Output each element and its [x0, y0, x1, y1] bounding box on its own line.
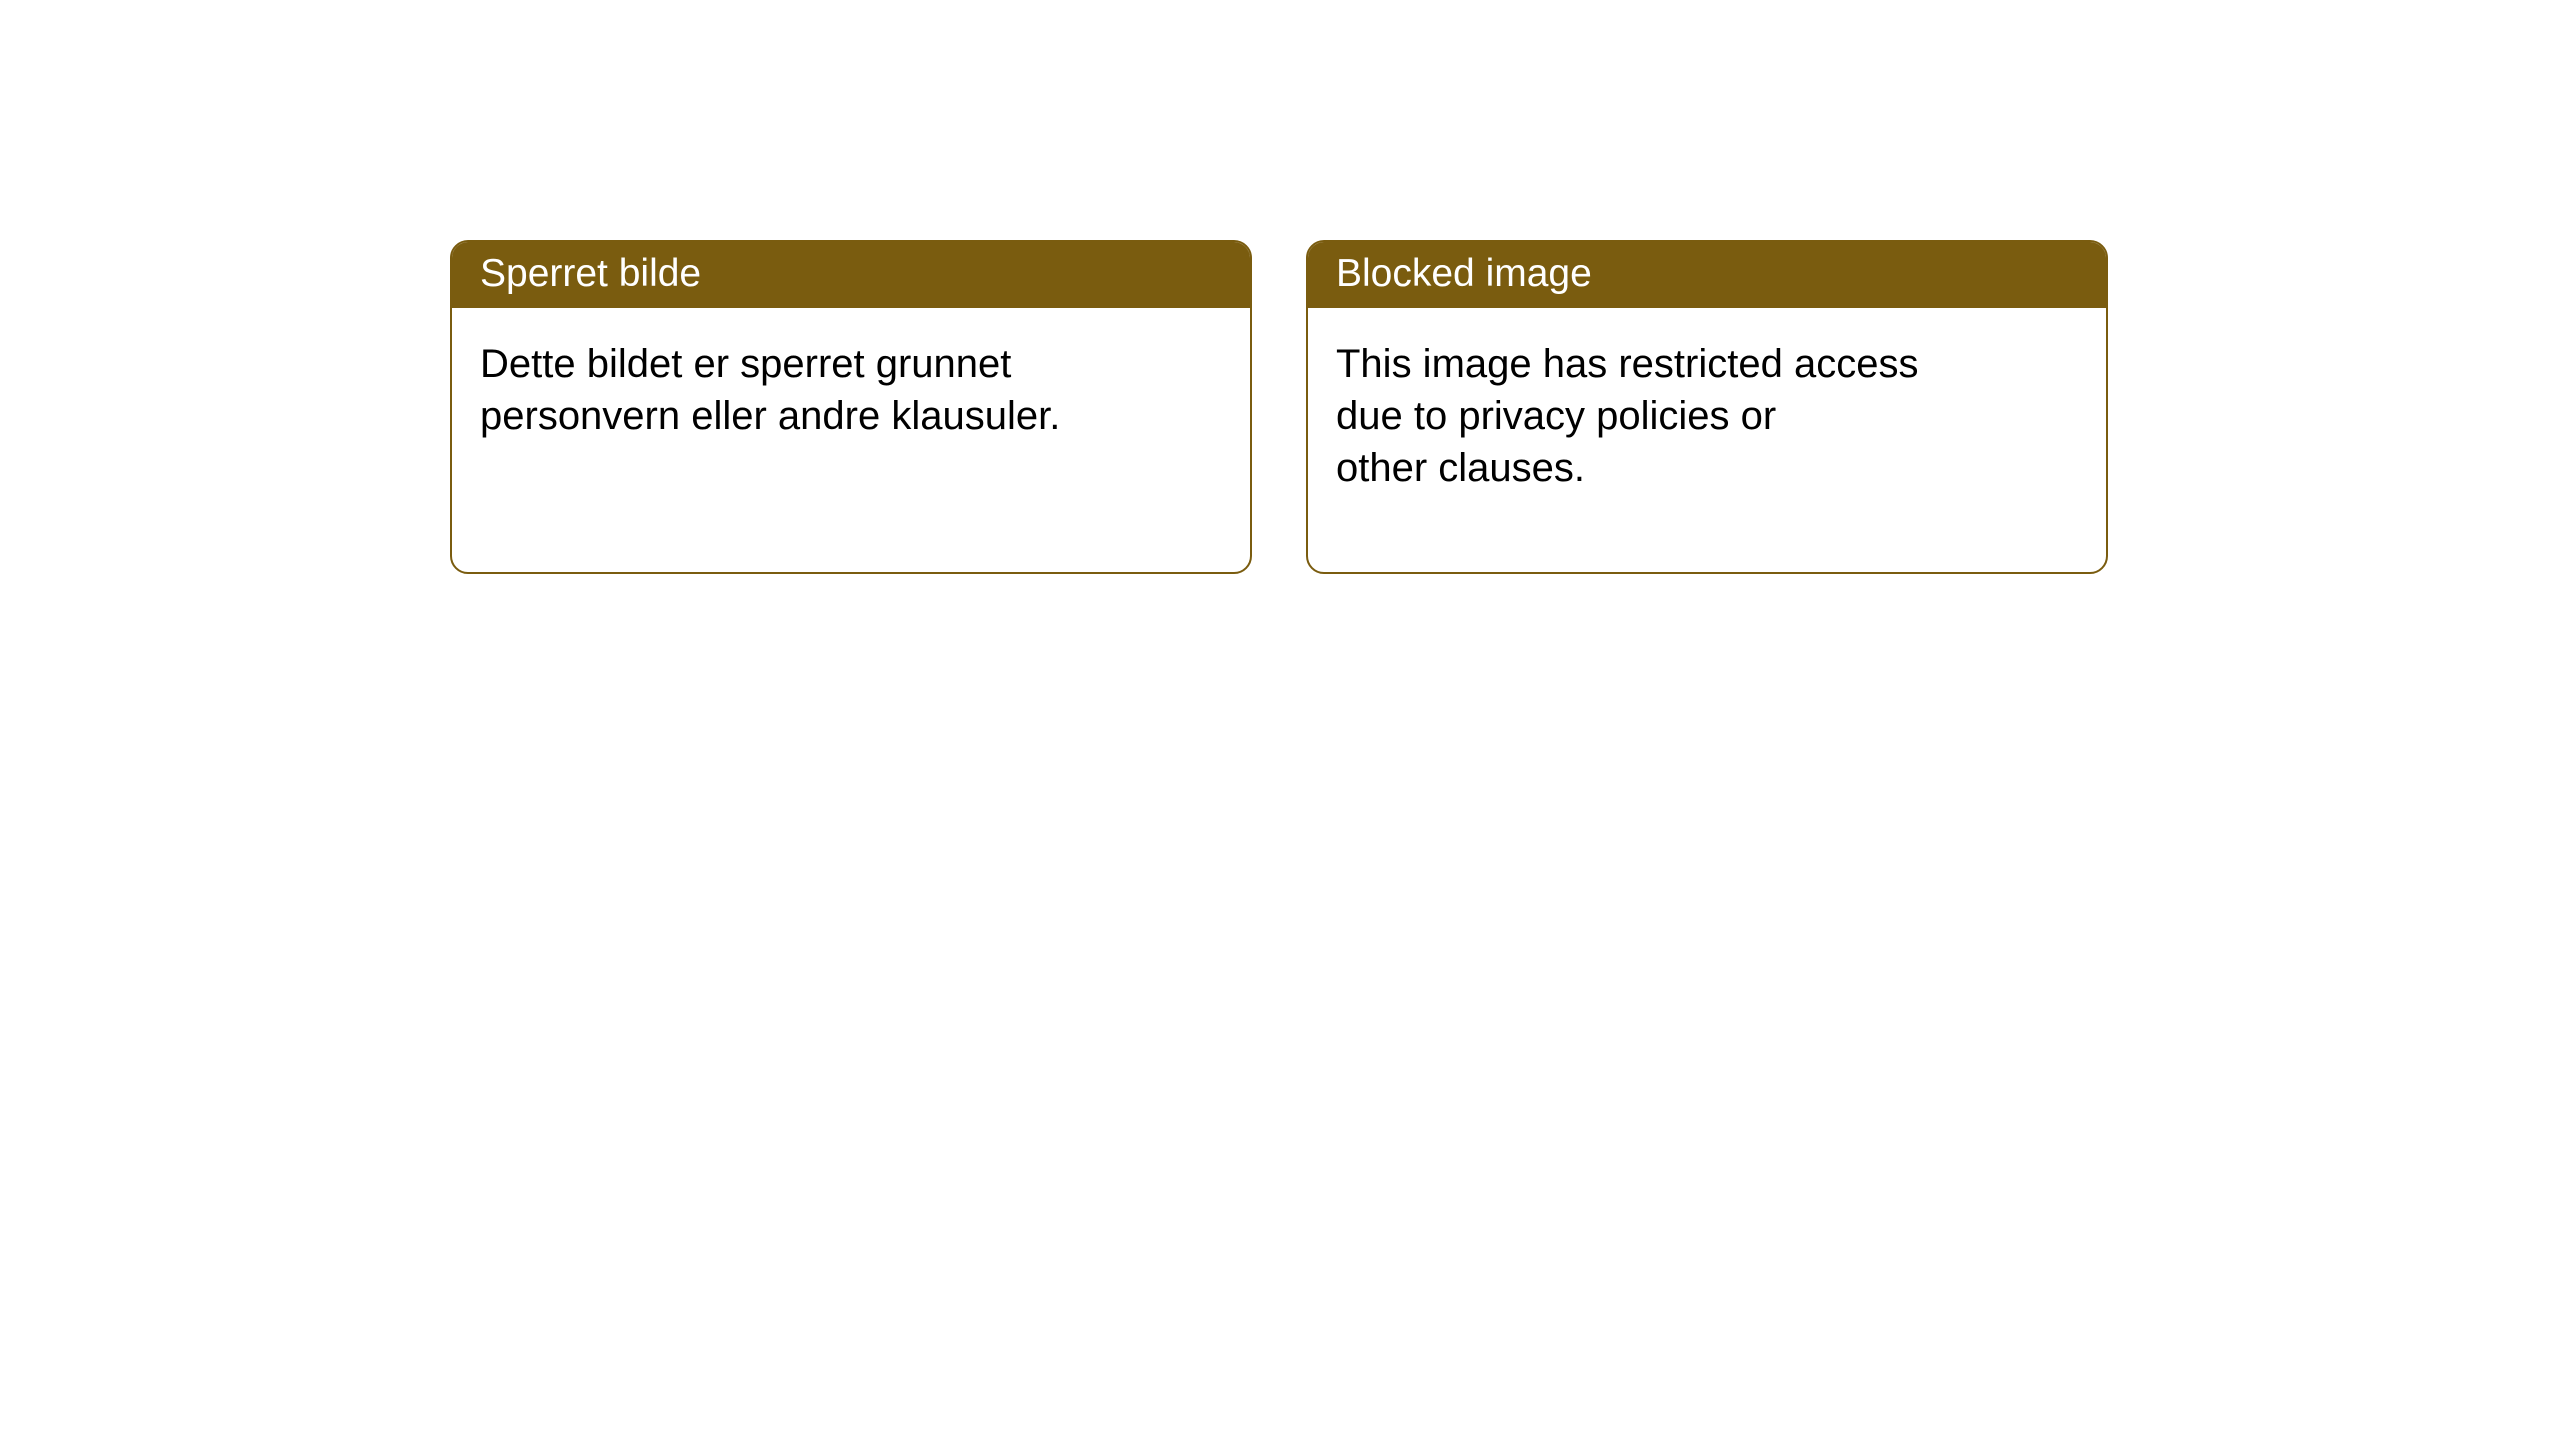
notice-title-norwegian: Sperret bilde [452, 242, 1250, 308]
notice-body-english: This image has restricted access due to … [1308, 308, 2106, 524]
notice-container: Sperret bilde Dette bildet er sperret gr… [450, 240, 2560, 574]
notice-card-english: Blocked image This image has restricted … [1306, 240, 2108, 574]
notice-title-english: Blocked image [1308, 242, 2106, 308]
notice-card-norwegian: Sperret bilde Dette bildet er sperret gr… [450, 240, 1252, 574]
notice-body-norwegian: Dette bildet er sperret grunnet personve… [452, 308, 1250, 472]
